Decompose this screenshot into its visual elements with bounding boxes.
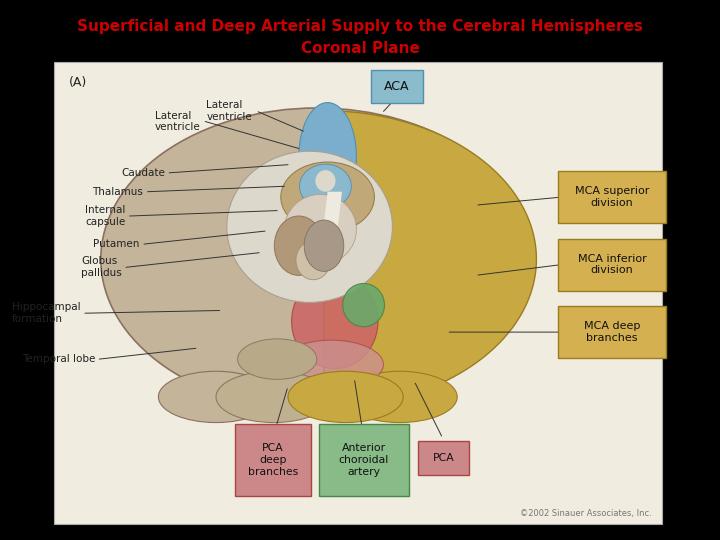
Ellipse shape [281, 162, 374, 232]
Text: Internal
capsule: Internal capsule [85, 205, 125, 227]
Ellipse shape [342, 372, 457, 422]
Ellipse shape [296, 241, 330, 280]
Text: Superficial and Deep Arterial Supply to the Cerebral Hemispheres: Superficial and Deep Arterial Supply to … [77, 19, 643, 35]
Text: ©2002 Sinauer Associates, Inc.: ©2002 Sinauer Associates, Inc. [520, 509, 652, 518]
Ellipse shape [300, 164, 351, 208]
Ellipse shape [288, 372, 403, 422]
Text: PCA: PCA [433, 453, 454, 463]
Text: ACA: ACA [384, 80, 410, 93]
Ellipse shape [238, 339, 317, 379]
Ellipse shape [343, 284, 384, 327]
Text: Lateral
ventricle: Lateral ventricle [155, 111, 201, 132]
Text: Caudate: Caudate [121, 168, 165, 178]
Ellipse shape [216, 372, 331, 422]
Ellipse shape [158, 372, 274, 422]
Text: Coronal Plane: Coronal Plane [300, 41, 420, 56]
Text: Anterior
choroidal
artery: Anterior choroidal artery [339, 443, 389, 477]
Text: MCA inferior
division: MCA inferior division [577, 254, 647, 275]
Text: (A): (A) [68, 76, 86, 89]
FancyBboxPatch shape [558, 171, 666, 223]
Text: MCA superior
division: MCA superior division [575, 186, 649, 208]
Text: Thalamus: Thalamus [92, 187, 143, 197]
Ellipse shape [299, 103, 356, 211]
FancyBboxPatch shape [558, 239, 666, 291]
Text: MCA deep
branches: MCA deep branches [584, 321, 640, 343]
Ellipse shape [315, 170, 336, 192]
Ellipse shape [304, 220, 344, 271]
Ellipse shape [274, 216, 323, 275]
Text: Hippocampal
formation: Hippocampal formation [12, 302, 81, 324]
Text: Temporal lobe: Temporal lobe [22, 354, 95, 364]
Ellipse shape [284, 194, 356, 265]
Ellipse shape [101, 108, 533, 410]
Text: Lateral
ventricle: Lateral ventricle [206, 100, 252, 122]
Text: PCA
deep
branches: PCA deep branches [248, 443, 298, 477]
Polygon shape [320, 192, 342, 254]
Ellipse shape [292, 274, 378, 368]
Polygon shape [324, 111, 536, 408]
Ellipse shape [305, 107, 351, 158]
Text: Putamen: Putamen [94, 239, 140, 249]
FancyBboxPatch shape [371, 70, 423, 103]
FancyBboxPatch shape [54, 62, 662, 524]
FancyBboxPatch shape [319, 424, 409, 496]
FancyBboxPatch shape [558, 306, 666, 358]
FancyBboxPatch shape [235, 424, 311, 496]
Ellipse shape [279, 340, 383, 389]
Text: Globus
pallidus: Globus pallidus [81, 256, 122, 278]
FancyBboxPatch shape [418, 441, 469, 475]
Ellipse shape [227, 151, 392, 302]
